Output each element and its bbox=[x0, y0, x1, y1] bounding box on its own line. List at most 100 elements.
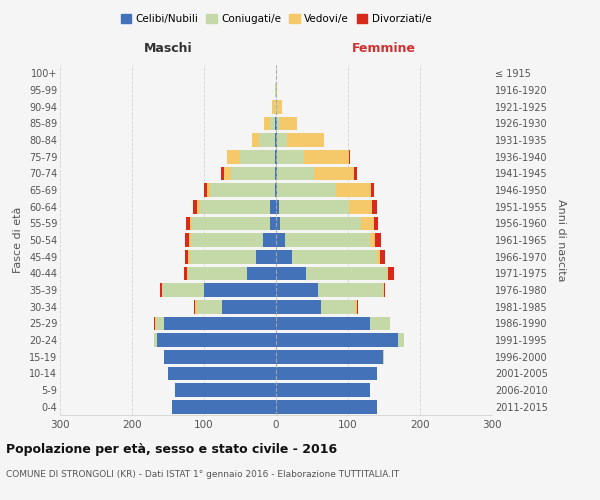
Bar bbox=[270, 216, 276, 230]
Bar bbox=[275, 183, 276, 197]
Y-axis label: Fasce di età: Fasce di età bbox=[13, 207, 23, 273]
Text: Maschi: Maschi bbox=[143, 42, 193, 55]
Bar bbox=[337, 183, 371, 197]
Bar bbox=[349, 150, 350, 164]
Bar bbox=[247, 266, 276, 280]
Bar bbox=[276, 400, 377, 413]
Bar bbox=[168, 366, 276, 380]
Bar bbox=[157, 333, 276, 347]
Bar bbox=[197, 200, 200, 213]
Bar bbox=[276, 350, 383, 364]
Bar bbox=[304, 150, 349, 164]
Bar bbox=[280, 216, 361, 230]
Bar bbox=[277, 150, 304, 164]
Bar bbox=[279, 200, 349, 213]
Bar bbox=[276, 83, 277, 97]
Bar bbox=[377, 250, 380, 264]
Bar bbox=[320, 300, 355, 314]
Bar bbox=[276, 333, 398, 347]
Bar bbox=[276, 166, 277, 180]
Bar bbox=[318, 283, 383, 297]
Bar bbox=[204, 183, 207, 197]
Bar bbox=[164, 316, 276, 330]
Bar bbox=[189, 233, 191, 247]
Bar bbox=[188, 266, 247, 280]
Bar bbox=[398, 333, 404, 347]
Bar bbox=[355, 166, 358, 180]
Bar bbox=[190, 250, 256, 264]
Bar bbox=[276, 300, 320, 314]
Bar bbox=[276, 383, 370, 397]
Bar bbox=[275, 166, 276, 180]
Bar bbox=[276, 250, 292, 264]
Bar bbox=[270, 200, 276, 213]
Bar bbox=[277, 100, 282, 114]
Bar bbox=[185, 233, 189, 247]
Legend: Celibi/Nubili, Coniugati/e, Vedovi/e, Divorziati/e: Celibi/Nubili, Coniugati/e, Vedovi/e, Di… bbox=[116, 10, 436, 29]
Bar bbox=[370, 316, 390, 330]
Bar bbox=[380, 250, 385, 264]
Bar bbox=[287, 133, 324, 147]
Bar bbox=[232, 166, 275, 180]
Bar bbox=[276, 316, 370, 330]
Bar bbox=[188, 250, 190, 264]
Bar bbox=[356, 300, 358, 314]
Bar bbox=[251, 133, 259, 147]
Bar bbox=[160, 283, 161, 297]
Bar bbox=[276, 216, 280, 230]
Bar bbox=[361, 216, 374, 230]
Bar bbox=[383, 283, 384, 297]
Bar bbox=[275, 150, 276, 164]
Bar bbox=[200, 200, 270, 213]
Bar bbox=[276, 133, 277, 147]
Bar bbox=[221, 166, 224, 180]
Bar bbox=[383, 350, 384, 364]
Bar bbox=[370, 233, 376, 247]
Bar bbox=[276, 116, 277, 130]
Bar bbox=[224, 166, 232, 180]
Bar bbox=[349, 200, 373, 213]
Bar bbox=[277, 166, 314, 180]
Bar bbox=[292, 250, 377, 264]
Bar bbox=[184, 266, 187, 280]
Bar bbox=[175, 383, 276, 397]
Bar bbox=[191, 233, 263, 247]
Bar bbox=[284, 233, 370, 247]
Bar bbox=[210, 183, 275, 197]
Bar bbox=[256, 250, 276, 264]
Bar bbox=[276, 233, 284, 247]
Bar bbox=[222, 300, 276, 314]
Bar bbox=[265, 116, 270, 130]
Bar bbox=[275, 83, 276, 97]
Bar bbox=[185, 250, 188, 264]
Bar bbox=[196, 300, 197, 314]
Bar bbox=[306, 266, 387, 280]
Bar bbox=[387, 266, 388, 280]
Bar bbox=[240, 150, 275, 164]
Bar bbox=[155, 316, 156, 330]
Bar bbox=[276, 100, 277, 114]
Bar bbox=[371, 183, 374, 197]
Bar bbox=[275, 133, 276, 147]
Bar bbox=[355, 300, 356, 314]
Bar bbox=[373, 200, 377, 213]
Bar bbox=[197, 300, 222, 314]
Bar bbox=[162, 283, 204, 297]
Bar bbox=[154, 333, 157, 347]
Bar bbox=[276, 183, 277, 197]
Bar bbox=[276, 366, 377, 380]
Bar bbox=[376, 233, 381, 247]
Bar bbox=[270, 116, 275, 130]
Text: Popolazione per età, sesso e stato civile - 2016: Popolazione per età, sesso e stato civil… bbox=[6, 442, 337, 456]
Bar bbox=[259, 133, 275, 147]
Bar bbox=[207, 183, 210, 197]
Bar bbox=[193, 200, 197, 213]
Bar bbox=[374, 216, 378, 230]
Bar bbox=[227, 150, 240, 164]
Bar bbox=[277, 133, 287, 147]
Bar bbox=[204, 283, 276, 297]
Bar bbox=[277, 116, 280, 130]
Bar bbox=[161, 283, 162, 297]
Bar bbox=[275, 100, 276, 114]
Bar bbox=[186, 216, 190, 230]
